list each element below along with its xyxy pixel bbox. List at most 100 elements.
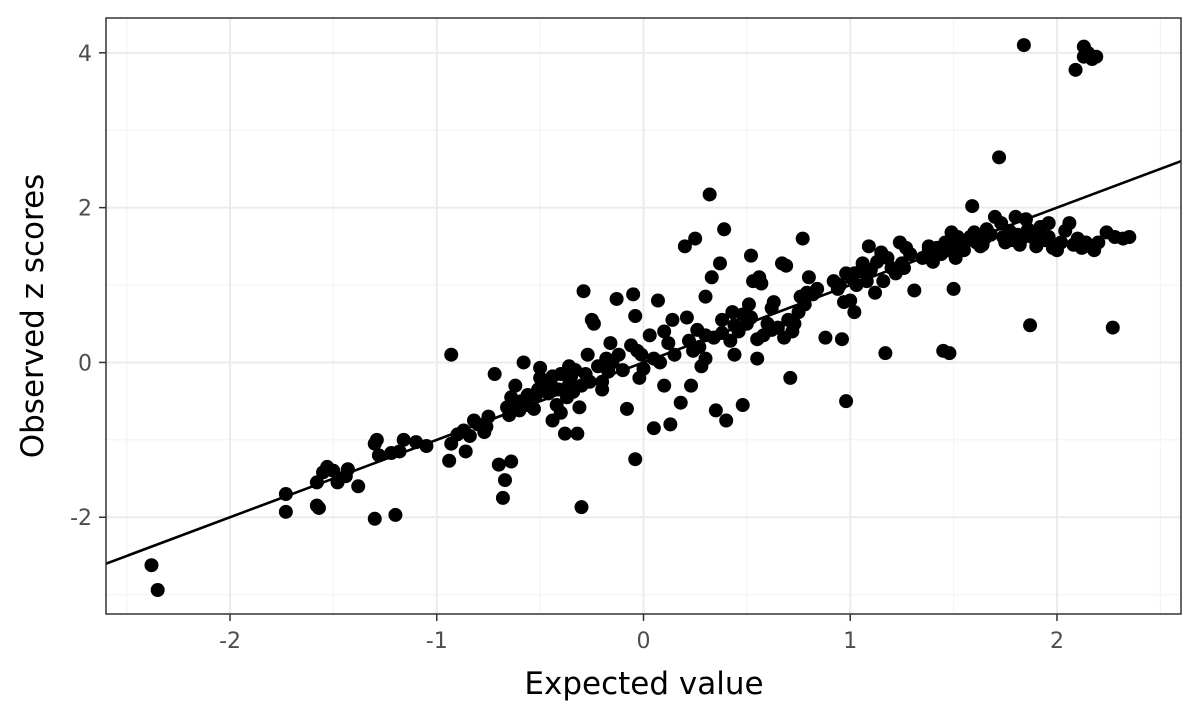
data-point xyxy=(783,370,798,385)
data-point xyxy=(1091,235,1106,250)
data-point xyxy=(495,490,510,505)
data-point xyxy=(572,400,587,415)
data-point xyxy=(727,347,742,362)
data-point xyxy=(562,359,577,374)
y-tick-label: 0 xyxy=(78,351,92,376)
data-point xyxy=(144,558,159,573)
data-point xyxy=(526,401,541,416)
data-point xyxy=(698,289,713,304)
data-point xyxy=(634,347,649,362)
data-point xyxy=(843,293,858,308)
data-points xyxy=(144,38,1137,598)
data-point xyxy=(367,511,382,526)
data-point xyxy=(628,452,643,467)
data-point xyxy=(650,293,665,308)
data-point xyxy=(965,199,980,214)
data-point xyxy=(278,504,293,519)
x-tick-label: 0 xyxy=(637,629,651,654)
data-point xyxy=(367,436,382,451)
data-point xyxy=(719,413,734,428)
data-point xyxy=(766,295,781,310)
data-point xyxy=(309,475,324,490)
data-point xyxy=(921,239,936,254)
x-tick-label: 2 xyxy=(1050,629,1064,654)
data-point xyxy=(795,231,810,246)
data-point xyxy=(907,283,922,298)
data-point xyxy=(896,261,911,276)
data-point xyxy=(419,439,434,454)
data-point xyxy=(1016,38,1031,53)
data-point xyxy=(779,258,794,273)
data-point xyxy=(787,316,802,331)
data-point xyxy=(698,351,713,366)
data-point xyxy=(741,297,756,312)
data-point xyxy=(508,378,523,393)
data-point xyxy=(574,500,589,515)
data-point xyxy=(702,187,717,202)
data-point xyxy=(744,248,758,263)
data-point xyxy=(839,394,854,409)
x-axis-ticks: -2 -1 0 1 2 xyxy=(219,614,1064,654)
x-tick-label: -1 xyxy=(426,629,448,654)
data-point xyxy=(859,274,874,289)
data-point xyxy=(462,428,477,443)
data-point xyxy=(444,347,459,362)
data-point xyxy=(326,463,341,478)
data-point xyxy=(992,150,1007,165)
data-point xyxy=(708,403,723,418)
data-point xyxy=(692,339,707,354)
data-point xyxy=(516,355,531,370)
data-point xyxy=(595,374,610,389)
data-point xyxy=(688,231,703,246)
data-point xyxy=(1054,235,1069,250)
data-point xyxy=(942,346,957,361)
data-point xyxy=(504,454,519,469)
data-point xyxy=(679,310,694,325)
data-point xyxy=(371,448,386,463)
data-point xyxy=(388,507,403,522)
data-point xyxy=(545,369,560,384)
data-point xyxy=(487,367,502,382)
data-point xyxy=(946,281,961,296)
data-point xyxy=(878,346,893,361)
data-point xyxy=(150,583,165,598)
data-point xyxy=(576,284,591,299)
data-point xyxy=(582,374,597,389)
data-point xyxy=(715,312,730,327)
data-point xyxy=(520,387,535,402)
data-point xyxy=(975,237,990,252)
data-point xyxy=(832,278,847,293)
data-point xyxy=(611,347,626,362)
data-point xyxy=(557,426,572,441)
data-point xyxy=(673,395,688,410)
data-point xyxy=(396,432,411,447)
data-point xyxy=(603,336,618,351)
data-point xyxy=(392,444,407,459)
data-point xyxy=(609,291,624,306)
data-point xyxy=(1089,49,1104,64)
data-point xyxy=(754,276,769,291)
data-point xyxy=(1068,62,1083,77)
data-point xyxy=(626,287,641,302)
data-point xyxy=(1041,230,1056,245)
data-point xyxy=(903,247,918,262)
data-point xyxy=(586,316,601,331)
data-point xyxy=(533,360,548,375)
data-point xyxy=(861,239,876,254)
data-point xyxy=(458,444,473,459)
data-point xyxy=(553,405,568,420)
data-point xyxy=(636,361,651,376)
data-point xyxy=(497,473,512,488)
data-point xyxy=(311,500,326,515)
data-point xyxy=(810,281,825,296)
data-point xyxy=(1062,216,1077,231)
data-point xyxy=(657,324,672,339)
data-point xyxy=(481,409,496,424)
data-point xyxy=(665,312,680,327)
y-axis-ticks: -2 0 2 4 xyxy=(70,42,106,531)
data-point xyxy=(628,309,643,323)
data-point xyxy=(677,239,692,254)
data-point xyxy=(340,462,355,477)
data-point xyxy=(1105,320,1120,335)
data-point xyxy=(642,328,657,343)
